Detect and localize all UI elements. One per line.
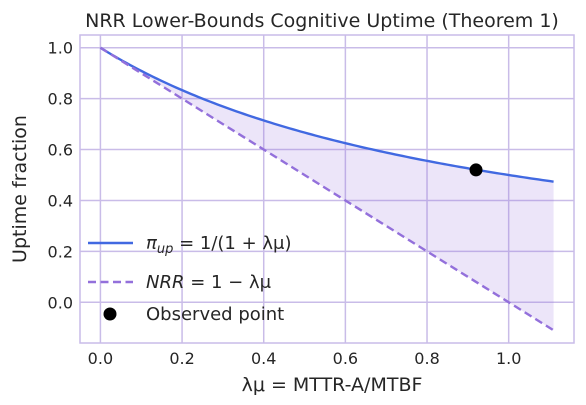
x-axis-title: λμ = MTTR-A/MTBF (242, 374, 423, 396)
y-tick-label: 0.8 (48, 90, 73, 109)
legend: πup = 1/(1 + λμ) NRR = 1 − λμ Observed poi… (88, 233, 292, 325)
x-tick-label: 0.2 (169, 349, 194, 368)
x-tick-label: 0.8 (414, 349, 439, 368)
legend-swatch-observed (103, 307, 117, 321)
y-tick-label: 0.6 (48, 141, 73, 160)
x-tick-labels: 0.0 0.2 0.4 0.6 0.8 1.0 (88, 349, 522, 368)
y-tick-label: 0.0 (48, 293, 73, 312)
x-tick-label: 0.4 (251, 349, 276, 368)
marker-layer (469, 163, 483, 177)
chart-title: NRR Lower-Bounds Cognitive Uptime (Theor… (85, 10, 559, 32)
plot-frame (79, 34, 575, 344)
x-tick-label: 0.6 (333, 349, 358, 368)
observed-point-marker (469, 163, 483, 177)
y-tick-labels: 0.0 0.2 0.4 0.6 0.8 1.0 (48, 39, 73, 313)
grid (80, 35, 574, 343)
legend-label: NRR = 1 − λμ (146, 272, 272, 293)
y-axis-title: Uptime fraction (9, 115, 31, 263)
x-tick-label: 0.0 (88, 349, 113, 368)
series-nrr-line (99, 46, 555, 332)
y-tick-label: 1.0 (48, 39, 73, 58)
legend-label: πup = 1/(1 + λμ) (146, 233, 292, 257)
legend-label: Observed point (146, 304, 284, 325)
y-tick-label: 0.4 (48, 191, 73, 210)
y-tick-label: 0.2 (48, 242, 73, 261)
x-tick-label: 1.0 (496, 349, 521, 368)
